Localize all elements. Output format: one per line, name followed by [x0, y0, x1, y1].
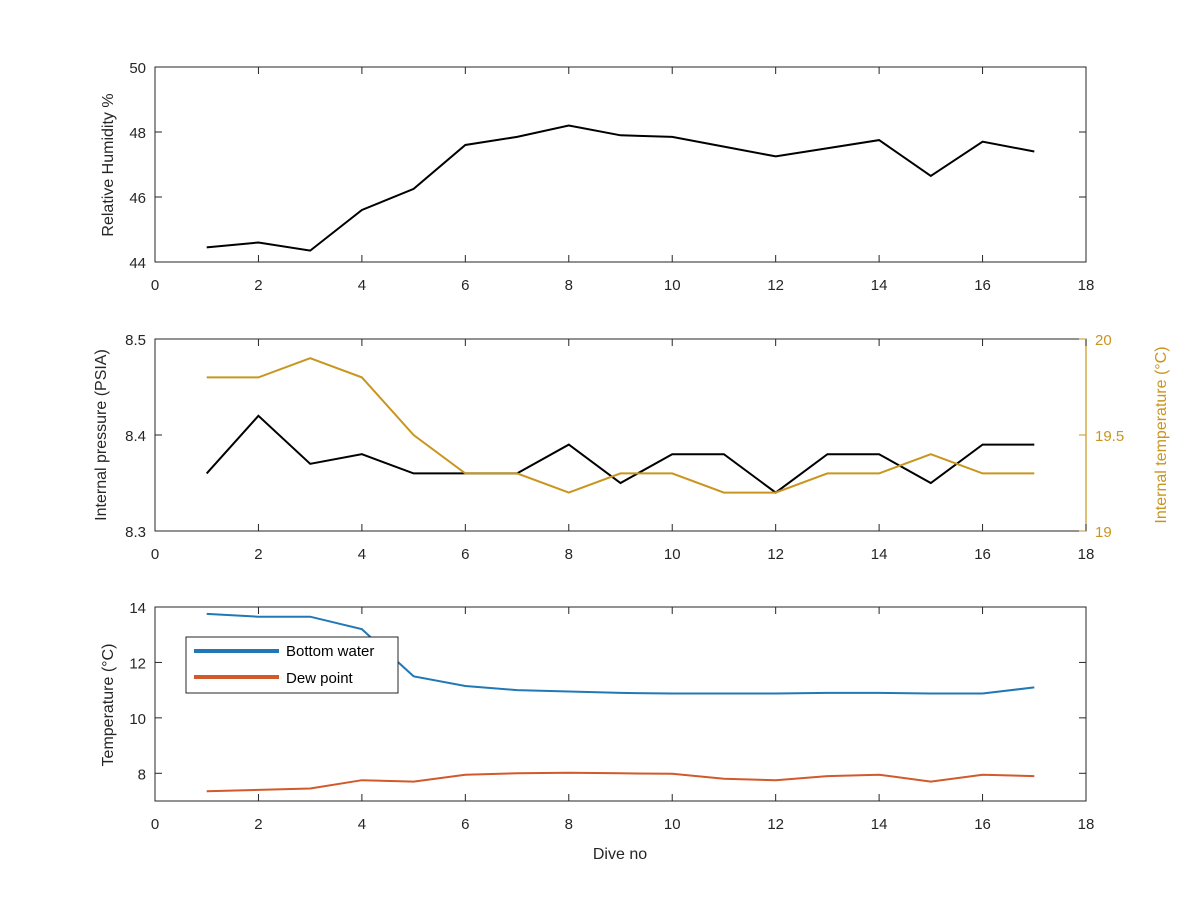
humidity-x-tick-label: 0: [151, 277, 159, 294]
temperature-axes-frame: [154, 606, 1087, 802]
humidity-x-tick-label: 14: [871, 277, 888, 294]
humidity-y-tick-label: 46: [129, 190, 146, 207]
pressure-y-tick-label: 8.5: [125, 332, 146, 349]
temperature-x-tick-label: 18: [1078, 816, 1095, 833]
temperature-x-tick-label: 10: [664, 816, 681, 833]
temperature-y-axis-label: Temperature (°C): [100, 644, 117, 767]
legend: Bottom water Dew point: [185, 636, 399, 694]
humidity-x-tick-label: 12: [767, 277, 784, 294]
humidity-y-tick-label: 44: [129, 255, 146, 272]
pressure-x-tick-label: 10: [664, 546, 681, 563]
humidity-x-tick-label: 8: [565, 277, 573, 294]
pressure-x-tick-label: 6: [461, 546, 469, 563]
pressure-x-tick-label: 4: [358, 546, 366, 563]
temperature-x-tick-label: 6: [461, 816, 469, 833]
humidity-axes-frame: [154, 66, 1087, 263]
pressure-right-y-tick-label: 20: [1095, 332, 1112, 349]
pressure-x-tick-label: 2: [254, 546, 262, 563]
bottom-water-line: [206, 612, 1035, 695]
temperature-x-tick-label: 0: [151, 816, 159, 833]
x-axis-label: Dive no: [593, 846, 647, 863]
internal-temperature-y-axis-label: Internal temperature (°C): [1153, 346, 1170, 523]
temperature-x-tick-label: 4: [358, 816, 366, 833]
temperature-x-tick-label: 2: [254, 816, 262, 833]
pressure-x-tick-label: 18: [1078, 546, 1095, 563]
dew-point-line: [206, 771, 1035, 793]
pressure-right-y-tick-label: 19: [1095, 524, 1112, 541]
pressure-panel: Internal pressure (PSIA) Internal temper…: [93, 332, 1170, 563]
legend-label-dew-point: Dew point: [286, 670, 354, 687]
humidity-line: [206, 124, 1035, 252]
humidity-y-tick-label: 48: [129, 125, 146, 142]
internal-pressure-line: [205, 414, 1035, 494]
temperature-x-tick-label: 12: [767, 816, 784, 833]
pressure-x-tick-label: 0: [151, 546, 159, 563]
humidity-x-tick-label: 10: [664, 277, 681, 294]
internal-temperature-line: [206, 357, 1035, 494]
pressure-y-tick-label: 8.4: [125, 428, 146, 445]
humidity-y-axis-label: Relative Humidity %: [100, 93, 117, 236]
pressure-y-axis-label: Internal pressure (PSIA): [93, 349, 110, 521]
pressure-y-tick-label: 8.3: [125, 524, 146, 541]
legend-box: [185, 636, 399, 694]
humidity-x-tick-label: 2: [254, 277, 262, 294]
temperature-x-tick-label: 8: [565, 816, 573, 833]
pressure-x-tick-label: 14: [871, 546, 888, 563]
humidity-x-tick-label: 6: [461, 277, 469, 294]
temperature-x-tick-label: 16: [974, 816, 991, 833]
humidity-y-tick-label: 50: [129, 60, 146, 77]
temperature-y-tick-label: 14: [129, 600, 146, 617]
pressure-x-tick-label: 12: [767, 546, 784, 563]
humidity-x-tick-label: 16: [974, 277, 991, 294]
humidity-x-tick-label: 4: [358, 277, 366, 294]
temperature-y-tick-label: 8: [138, 766, 146, 783]
temperature-panel: Temperature (°C) Dive no 0 2 4 6 8 10 12 14 16 18…: [100, 600, 1094, 863]
humidity-panel: Relative Humidity % 0 2 4 6 8 10 12 14 16 1844464…: [100, 60, 1094, 294]
pressure-right-y-tick-label: 19.5: [1095, 428, 1124, 445]
pressure-x-tick-label: 8: [565, 546, 573, 563]
pressure-x-tick-label: 16: [974, 546, 991, 563]
temperature-y-tick-label: 12: [129, 655, 146, 672]
legend-label-bottom-water: Bottom water: [286, 643, 374, 660]
temperature-x-tick-label: 14: [871, 816, 888, 833]
humidity-x-tick-label: 18: [1078, 277, 1095, 294]
temperature-y-tick-label: 10: [129, 711, 146, 728]
